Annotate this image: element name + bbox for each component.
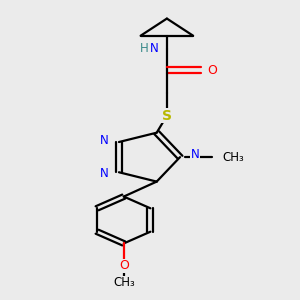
Text: O: O (208, 64, 218, 76)
Text: O: O (119, 259, 129, 272)
Text: N: N (190, 148, 199, 161)
Text: CH₃: CH₃ (113, 276, 135, 290)
Text: N: N (100, 134, 108, 147)
Text: S: S (162, 109, 172, 123)
Text: H: H (140, 42, 149, 55)
Text: N: N (150, 42, 159, 55)
Text: N: N (100, 167, 108, 180)
Text: CH₃: CH₃ (222, 151, 244, 164)
